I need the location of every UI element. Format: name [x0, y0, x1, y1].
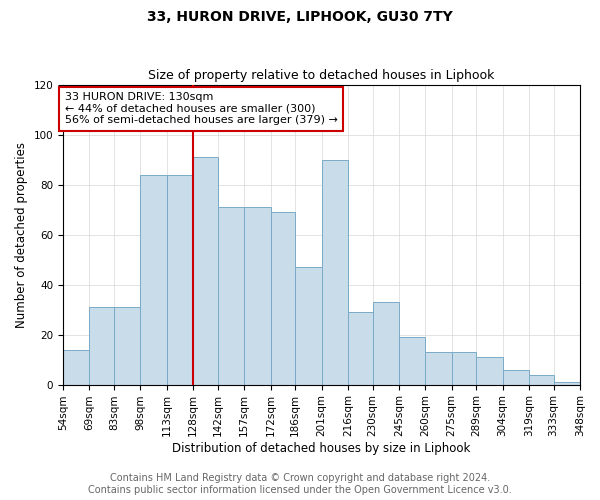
- Bar: [295, 267, 322, 384]
- Bar: [348, 312, 373, 384]
- Title: Size of property relative to detached houses in Liphook: Size of property relative to detached ho…: [148, 69, 495, 82]
- Text: 33 HURON DRIVE: 130sqm
← 44% of detached houses are smaller (300)
56% of semi-de: 33 HURON DRIVE: 130sqm ← 44% of detached…: [65, 92, 338, 126]
- Bar: [373, 302, 399, 384]
- Bar: [399, 337, 425, 384]
- Bar: [140, 174, 167, 384]
- Bar: [114, 307, 140, 384]
- Bar: [452, 352, 476, 384]
- Bar: [476, 357, 503, 384]
- Bar: [218, 207, 244, 384]
- Y-axis label: Number of detached properties: Number of detached properties: [15, 142, 28, 328]
- Bar: [503, 370, 529, 384]
- Bar: [271, 212, 295, 384]
- X-axis label: Distribution of detached houses by size in Liphook: Distribution of detached houses by size …: [172, 442, 471, 455]
- Bar: [554, 382, 580, 384]
- Bar: [167, 174, 193, 384]
- Bar: [322, 160, 348, 384]
- Bar: [244, 207, 271, 384]
- Text: Contains HM Land Registry data © Crown copyright and database right 2024.
Contai: Contains HM Land Registry data © Crown c…: [88, 474, 512, 495]
- Text: 33, HURON DRIVE, LIPHOOK, GU30 7TY: 33, HURON DRIVE, LIPHOOK, GU30 7TY: [147, 10, 453, 24]
- Bar: [425, 352, 452, 384]
- Bar: [193, 157, 218, 384]
- Bar: [89, 307, 114, 384]
- Bar: [63, 350, 89, 384]
- Bar: [529, 374, 554, 384]
